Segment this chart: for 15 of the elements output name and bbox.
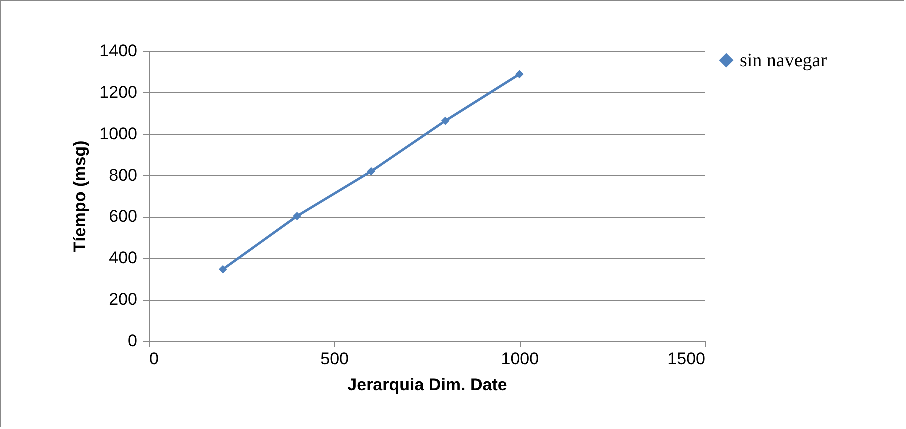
x-tick-label: 1500 — [668, 350, 706, 368]
y-tick-label: 1400 — [100, 42, 138, 60]
y-tick-label: 1200 — [100, 82, 138, 102]
x-tick-label: 500 — [320, 350, 350, 368]
x-tick-label: 1000 — [501, 350, 540, 368]
x-axis-title: Jerarquia Dim. Date — [348, 376, 508, 394]
x-tick-label: 0 — [150, 350, 159, 368]
y-tick-label: 600 — [109, 207, 138, 226]
y-tick-label: 1000 — [100, 124, 138, 144]
y-axis-title: Tíempo (msg) — [70, 140, 90, 252]
y-tick-label: 400 — [109, 248, 138, 268]
legend-label: sin navegar — [740, 50, 828, 72]
y-tick-label: 800 — [109, 166, 138, 185]
y-tick-label: 200 — [109, 290, 138, 310]
y-tick-label: 0 — [128, 332, 138, 350]
